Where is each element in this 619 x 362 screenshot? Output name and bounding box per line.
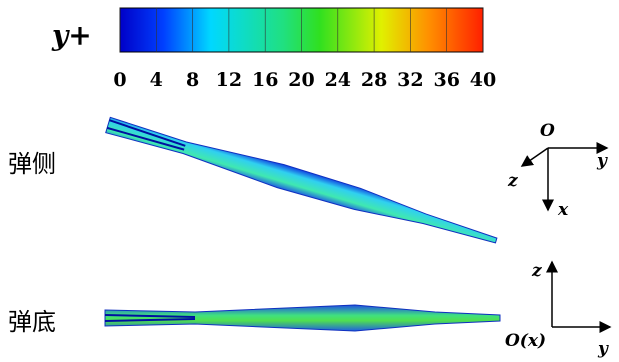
axis-label: z xyxy=(531,261,542,281)
projectile-side xyxy=(105,113,500,251)
axis-label: O xyxy=(540,121,555,141)
axis-label: y xyxy=(597,339,609,359)
axis-label: z xyxy=(507,171,518,191)
colorbar-tick-label: 16 xyxy=(252,69,278,91)
axis-label: x xyxy=(557,200,569,220)
colorbar-tick-label: 12 xyxy=(216,69,242,91)
colorbar-tick-label: 28 xyxy=(361,69,387,91)
colorbar-tick-label: 20 xyxy=(288,69,314,91)
colorbar-tick-label: 8 xyxy=(186,69,199,91)
colorbar-label: y+ xyxy=(51,19,92,52)
axis-triad xyxy=(522,148,610,327)
colorbar-tick-label: 40 xyxy=(470,69,496,91)
axis-label: O(x) xyxy=(505,331,546,351)
projectile-bottom xyxy=(105,305,500,331)
figure: y+ 0 4 8 12 16 20 24 28 32 36 40 弹侧 弹底 O y z x z y… xyxy=(0,0,619,362)
colorbar-tick-label: 24 xyxy=(325,69,351,91)
colorbar-tick-label: 32 xyxy=(397,69,423,91)
view-label: 弹侧 xyxy=(8,150,56,178)
view-label: 弹底 xyxy=(8,308,56,336)
axis-label: y xyxy=(596,151,608,171)
colorbar-tick-label: 0 xyxy=(113,69,126,91)
colorbar-tick-label: 36 xyxy=(433,69,459,91)
colorbar-tick-label: 4 xyxy=(150,69,163,91)
